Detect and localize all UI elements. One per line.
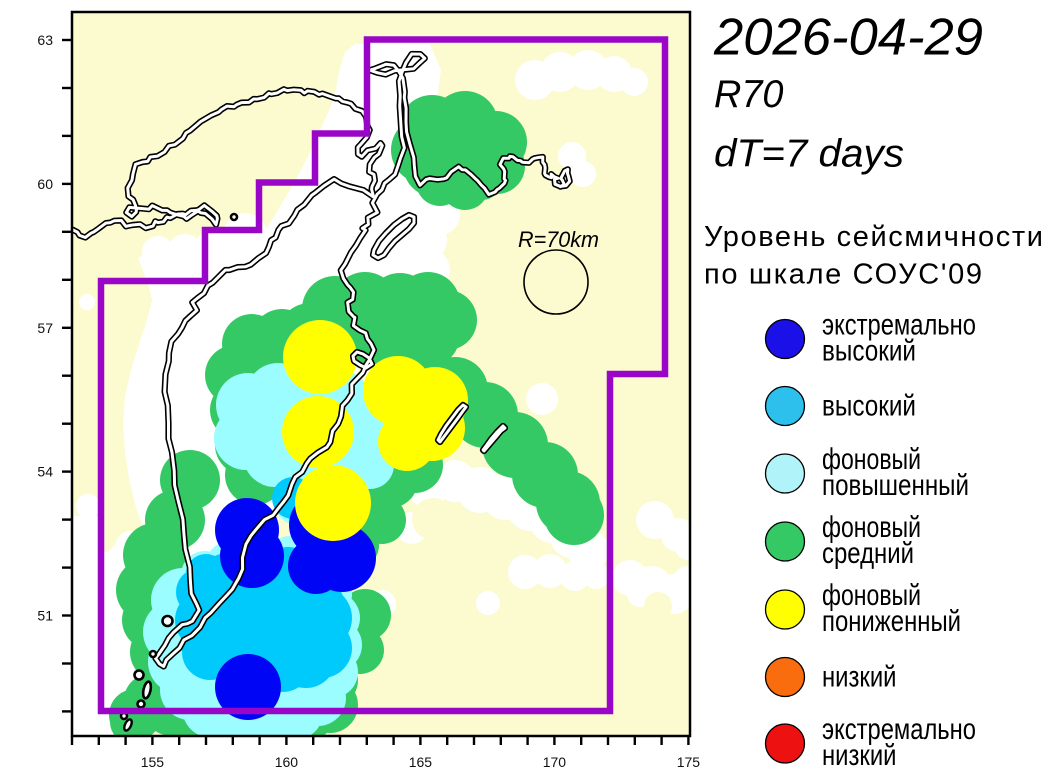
- svg-text:экстремально: экстремально: [822, 713, 976, 746]
- svg-text:экстремально: экстремально: [822, 309, 976, 342]
- svg-text:160: 160: [275, 754, 299, 770]
- svg-text:54: 54: [37, 464, 53, 480]
- svg-text:пониженный: пониженный: [822, 605, 961, 638]
- svg-text:фоновый: фоновый: [822, 511, 921, 544]
- svg-text:Уровень сейсмичности: Уровень сейсмичности: [704, 221, 1043, 253]
- svg-text:51: 51: [37, 608, 53, 624]
- svg-text:высокий: высокий: [822, 335, 916, 368]
- svg-text:165: 165: [409, 754, 433, 770]
- svg-text:фоновый: фоновый: [822, 443, 921, 476]
- svg-text:высокий: высокий: [822, 390, 916, 423]
- svg-text:2026-04-29: 2026-04-29: [713, 9, 983, 67]
- svg-text:155: 155: [141, 754, 165, 770]
- svg-text:фоновый: фоновый: [822, 579, 921, 612]
- svg-text:низкий: низкий: [822, 661, 897, 694]
- svg-text:повышенный: повышенный: [822, 469, 969, 502]
- svg-text:63: 63: [37, 32, 53, 48]
- svg-text:170: 170: [543, 754, 567, 770]
- svg-text:R=70km: R=70km: [518, 227, 599, 252]
- svg-text:175: 175: [677, 754, 701, 770]
- svg-text:dT=7 days: dT=7 days: [714, 133, 904, 176]
- svg-text:низкий: низкий: [822, 739, 897, 772]
- svg-text:57: 57: [37, 320, 53, 336]
- svg-text:60: 60: [37, 176, 53, 192]
- svg-text:средний: средний: [822, 537, 914, 570]
- svg-text:по шкале СОУС'09: по шкале СОУС'09: [704, 259, 982, 291]
- svg-text:R70: R70: [714, 73, 784, 116]
